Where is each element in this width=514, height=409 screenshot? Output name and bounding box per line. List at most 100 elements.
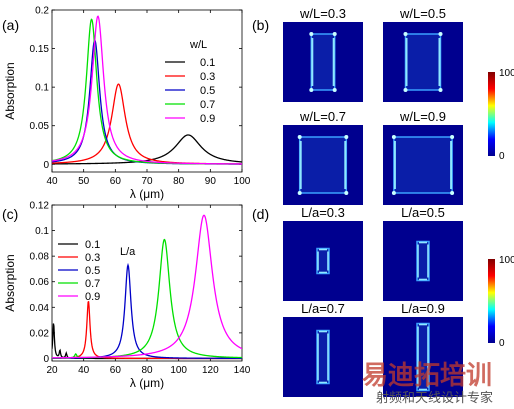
legend-label: 0.5 [200,85,215,97]
watermark-sub: 射频和天线设计专家 [376,390,493,406]
legend-label: 0.3 [85,252,100,264]
y-tick-label: 0.15 [30,44,50,55]
field-map-title: L/a=0.7 [301,301,345,316]
field-map: L/a=0.7 [283,301,363,397]
y-tick-label: 0.12 [30,201,50,212]
field-map-title: w/L=0.9 [399,109,446,124]
resonator-outline [310,33,336,91]
colorbar-min-label: 0 [499,151,505,162]
x-tick-label: 120 [202,365,219,376]
x-tick-label: 60 [110,365,122,376]
legend-label: 0.9 [200,113,215,125]
x-tick-label: 70 [141,176,153,187]
field-map-title: L/a=0.5 [401,205,445,220]
legend-label: 0.1 [85,239,100,251]
field-map: w/L=0.3 [283,6,363,102]
panel-label-a: (a) [2,17,19,33]
y-tick-label: 0.08 [30,252,50,263]
resonator-outline [416,240,430,282]
hotspot-corner [332,32,337,36]
panel-label-d: (d) [252,206,269,222]
watermark-main: 易迪拓培训 [362,361,492,391]
y-tick-label: 0 [43,354,49,365]
colorbar-d: 100 0 [488,255,514,349]
hotspot-corner [309,88,314,92]
x-tick-label: 50 [78,176,90,187]
hotspot-corner [438,32,443,36]
field-map-title: L/a=0.9 [401,301,445,316]
x-tick-label: 90 [205,176,217,187]
x-tick-label: 80 [141,365,153,376]
series-line-0.7 [52,238,242,359]
resonator-outline [393,136,453,194]
hotspot-corner [450,135,455,139]
x-axis-label: λ (μm) [130,376,164,390]
field-map-title: w/L=0.5 [399,6,446,21]
panel-label-c: (c) [2,206,18,222]
field-maps-b: w/L=0.3 w/L=0.5 w/L=0.7 w/L=0.9 [283,6,463,205]
resonator-outline [416,322,430,392]
field-map: L/a=0.5 [383,205,463,301]
field-maps-d: L/a=0.3 L/a=0.5 L/a=0.7 L/a=0.9 [283,205,463,397]
hotspot-corner [391,135,396,139]
hotspot-corner [450,191,455,195]
x-tick-label: 20 [46,365,58,376]
series-line-0.3 [52,301,242,360]
hotspot-corner [297,135,302,139]
field-map: L/a=0.9 [383,301,463,397]
panel-label-b: (b) [252,17,269,33]
legend-label: 0.7 [200,99,215,111]
hotspot-corner [309,32,314,36]
absorption-chart-c: 20 40 60 80 100 120 140 0 0.02 0.04 0.06 0.08 0.1 0.1… [3,201,251,391]
y-tick-label: 0.1 [35,226,49,237]
y-tick-label: 0 [43,160,49,171]
legend-label: 0.9 [85,291,100,303]
watermark: 易迪拓培训 射频和天线设计专家 [362,361,493,406]
legend-label: 0.5 [85,265,100,277]
field-map: L/a=0.3 [283,205,363,301]
hotspot-corner [344,135,349,139]
legend-label: 0.3 [200,71,215,83]
field-map-title: w/L=0.7 [299,109,346,124]
colorbar-max-label: 100 [499,255,514,266]
colorbar-max-label: 100 [499,68,514,79]
field-map-title: L/a=0.3 [301,205,345,220]
x-axis-label: λ (μm) [130,187,164,201]
hotspot-corner [344,191,349,195]
colorbar-min-label: 0 [499,338,505,349]
resonator-outline [298,136,348,194]
resonator-outline [316,247,330,275]
series-line-0.1 [52,323,242,360]
resonator-outline [404,33,442,91]
resonator-outline [316,329,330,385]
hotspot-corner [438,88,443,92]
absorption-chart-a: 40 50 60 70 80 90 100 0 0.05 0.1 0.15 0.2 λ (μm) Abso… [3,6,251,202]
colorbar-b: 100 0 [488,68,514,162]
y-tick-label: 0.06 [30,277,50,288]
y-tick-label: 0.2 [35,6,49,17]
hotspot-corner [391,191,396,195]
field-map: w/L=0.5 [383,6,463,102]
legend-title: w/L [189,39,207,51]
series-line-0.1 [52,134,242,165]
colorbar-gradient [488,259,495,343]
hotspot-corner [297,191,302,195]
hotspot-corner [403,88,408,92]
field-map: w/L=0.9 [383,109,463,205]
y-tick-label: 0.04 [30,303,50,314]
x-tick-label: 140 [234,365,251,376]
y-axis-label: Absorption [3,254,17,311]
y-tick-label: 0.02 [30,328,50,339]
x-tick-label: 40 [78,365,90,376]
x-tick-label: 40 [46,176,58,187]
x-tick-label: 100 [234,176,251,187]
legend-label: 0.7 [85,278,100,290]
legend-title: L/a [120,246,136,258]
y-tick-label: 0.1 [35,83,49,94]
y-tick-label: 0.05 [30,121,50,132]
colorbar-gradient [488,72,495,156]
series-line-0.9 [52,15,242,165]
hotspot-corner [332,88,337,92]
legend-label: 0.1 [200,57,215,69]
